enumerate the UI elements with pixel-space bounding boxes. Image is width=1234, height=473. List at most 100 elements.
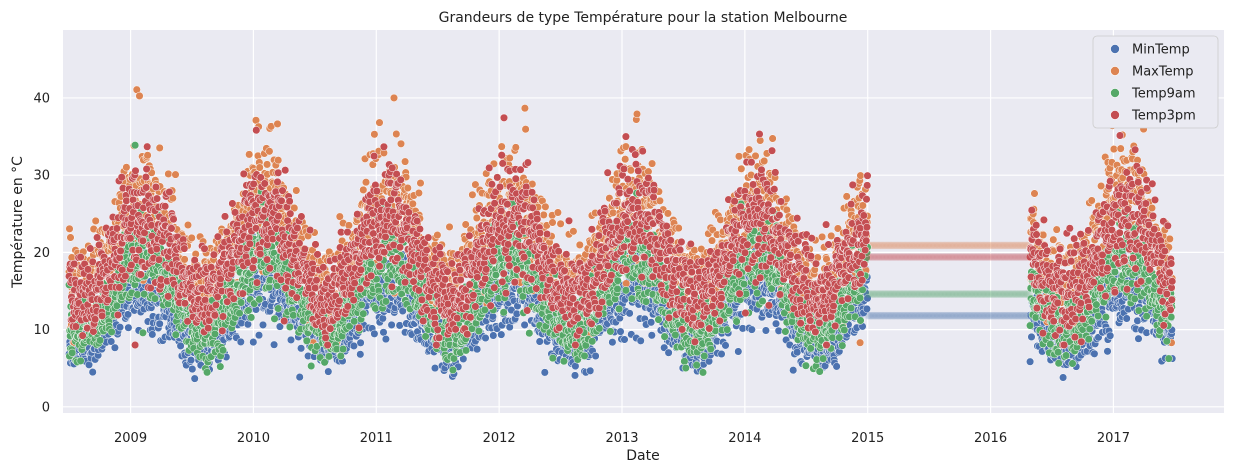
- data-point: [1090, 349, 1099, 358]
- data-point: [541, 202, 550, 211]
- data-point: [747, 325, 756, 334]
- data-point: [1027, 332, 1036, 341]
- x-tick-label: 2011: [360, 431, 393, 446]
- data-point: [674, 224, 683, 233]
- data-point: [520, 320, 529, 329]
- data-point: [395, 321, 404, 330]
- data-point: [1103, 347, 1112, 356]
- data-point: [416, 179, 425, 188]
- data-point: [324, 367, 333, 376]
- data-point: [258, 320, 268, 329]
- data-point: [375, 118, 384, 127]
- data-point: [392, 129, 401, 139]
- x-tick-label: 2009: [114, 431, 147, 446]
- data-point: [591, 351, 600, 361]
- data-point: [143, 151, 152, 160]
- x-tick-label: 2015: [851, 431, 884, 446]
- x-tick-label: 2013: [605, 431, 638, 446]
- data-point: [403, 183, 412, 193]
- data-point: [176, 341, 185, 350]
- data-point: [249, 338, 258, 347]
- data-point: [110, 343, 119, 352]
- data-point: [664, 348, 673, 357]
- data-point: [155, 319, 164, 328]
- data-point: [275, 322, 284, 331]
- data-point: [497, 330, 506, 339]
- data-point: [647, 318, 656, 327]
- data-point: [236, 337, 245, 346]
- data-point: [135, 91, 144, 100]
- data-point: [647, 331, 656, 340]
- data-point: [734, 347, 743, 356]
- y-tick-label: 20: [33, 246, 50, 261]
- data-point: [789, 366, 798, 375]
- data-point: [123, 310, 133, 319]
- data-point: [245, 150, 254, 159]
- data-point: [188, 365, 197, 374]
- data-point: [115, 323, 125, 332]
- y-tick-label: 0: [42, 400, 50, 415]
- data-point: [625, 309, 634, 318]
- data-point: [1106, 331, 1115, 340]
- data-point: [107, 337, 116, 346]
- data-point: [745, 145, 754, 154]
- data-point: [608, 338, 617, 347]
- y-tick-label: 10: [33, 323, 50, 338]
- data-point: [274, 156, 283, 165]
- data-point: [535, 337, 544, 346]
- data-point: [717, 349, 726, 359]
- data-point: [414, 188, 423, 198]
- data-point: [1059, 373, 1068, 382]
- data-point: [636, 336, 645, 345]
- data-point: [616, 327, 625, 336]
- data-point: [370, 130, 379, 139]
- data-point: [378, 314, 387, 323]
- data-point: [66, 233, 75, 242]
- data-point: [512, 309, 521, 318]
- data-point: [1122, 314, 1131, 323]
- data-point: [548, 218, 557, 227]
- data-point: [761, 326, 770, 335]
- data-point: [349, 341, 358, 350]
- data-point: [183, 220, 193, 230]
- data-point: [190, 374, 199, 383]
- data-point: [270, 340, 279, 349]
- data-point: [570, 371, 580, 380]
- data-point: [481, 333, 490, 343]
- data-point: [586, 366, 595, 375]
- data-point: [553, 208, 562, 217]
- data-point: [273, 119, 282, 128]
- data-point: [265, 147, 274, 156]
- data-point: [445, 222, 454, 231]
- data-point: [408, 199, 417, 208]
- data-point: [489, 331, 498, 340]
- data-point: [473, 345, 482, 354]
- data-point: [164, 169, 173, 178]
- data-point: [124, 323, 133, 332]
- data-point: [180, 255, 189, 264]
- data-point: [171, 170, 180, 179]
- data-point: [521, 125, 530, 134]
- data-point: [88, 368, 97, 377]
- data-point: [862, 304, 871, 313]
- data-point: [387, 320, 396, 329]
- data-point: [663, 209, 672, 218]
- data-point: [356, 350, 365, 359]
- data-point: [148, 330, 157, 339]
- x-tick-label: 2014: [728, 431, 761, 446]
- data-point: [648, 159, 657, 168]
- data-point: [186, 356, 196, 365]
- data-point: [297, 344, 306, 353]
- data-point: [511, 143, 520, 152]
- data-point: [734, 152, 744, 161]
- data-point: [621, 155, 630, 164]
- data-point: [361, 178, 371, 187]
- data-point: [155, 143, 164, 152]
- data-point: [295, 373, 304, 382]
- data-point: [433, 231, 442, 240]
- data-point: [254, 331, 264, 340]
- data-point: [396, 139, 406, 148]
- x-tick-label: 2017: [1097, 431, 1130, 446]
- x-tick-label: 2010: [237, 431, 270, 446]
